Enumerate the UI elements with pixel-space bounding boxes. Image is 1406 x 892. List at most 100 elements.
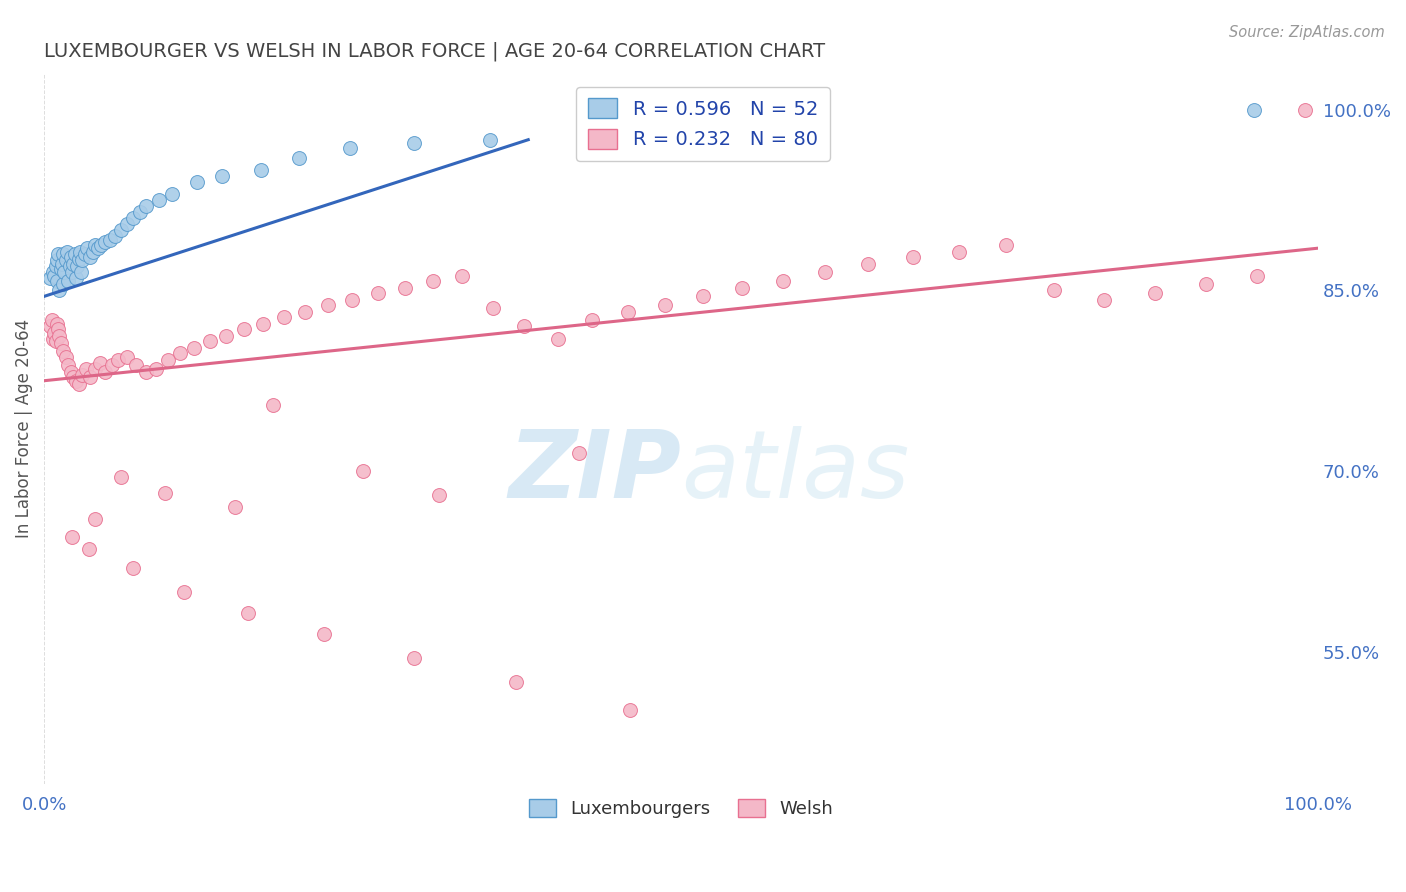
Point xyxy=(479,133,502,147)
Point xyxy=(65,271,87,285)
Point xyxy=(51,257,73,271)
Point xyxy=(858,257,880,271)
Point xyxy=(339,141,361,155)
Point xyxy=(58,358,80,372)
Point xyxy=(135,199,157,213)
Point xyxy=(135,365,157,379)
Point xyxy=(122,211,145,225)
Point xyxy=(89,356,111,370)
Point xyxy=(148,193,170,207)
Point xyxy=(352,464,374,478)
Point xyxy=(173,584,195,599)
Point xyxy=(160,186,183,201)
Point xyxy=(249,162,271,177)
Point xyxy=(86,241,108,255)
Point xyxy=(125,358,148,372)
Point xyxy=(145,361,167,376)
Point xyxy=(252,317,274,331)
Point xyxy=(59,365,82,379)
Point xyxy=(45,253,67,268)
Point xyxy=(1092,293,1115,307)
Point xyxy=(63,247,86,261)
Point xyxy=(273,310,295,324)
Point xyxy=(581,313,603,327)
Point xyxy=(814,265,837,279)
Point xyxy=(48,283,70,297)
Point xyxy=(58,259,80,273)
Point xyxy=(45,274,67,288)
Point xyxy=(215,329,238,343)
Point xyxy=(62,370,84,384)
Point xyxy=(45,259,67,273)
Point xyxy=(77,542,100,557)
Point xyxy=(55,253,77,268)
Point xyxy=(62,257,84,271)
Point xyxy=(45,334,67,348)
Point xyxy=(616,305,638,319)
Point xyxy=(104,229,127,244)
Point xyxy=(211,169,233,183)
Point xyxy=(45,317,67,331)
Point xyxy=(342,293,364,307)
Point xyxy=(402,651,425,665)
Point xyxy=(169,346,191,360)
Point xyxy=(67,377,90,392)
Point xyxy=(481,301,503,316)
Point xyxy=(619,703,641,717)
Point xyxy=(58,274,80,288)
Point xyxy=(731,281,754,295)
Point xyxy=(69,244,91,259)
Point xyxy=(67,252,90,266)
Point xyxy=(1294,103,1316,117)
Point xyxy=(65,374,87,388)
Point xyxy=(183,341,205,355)
Point xyxy=(316,298,339,312)
Point xyxy=(44,326,66,340)
Point xyxy=(84,237,107,252)
Point xyxy=(513,319,536,334)
Point xyxy=(42,265,65,279)
Point xyxy=(115,217,138,231)
Point xyxy=(84,361,107,376)
Point xyxy=(60,530,83,544)
Point xyxy=(1043,283,1066,297)
Point xyxy=(52,343,75,358)
Point xyxy=(367,285,389,300)
Point xyxy=(46,322,69,336)
Point xyxy=(46,247,69,261)
Point xyxy=(224,500,246,515)
Point xyxy=(772,274,794,288)
Point xyxy=(288,151,311,165)
Text: Source: ZipAtlas.com: Source: ZipAtlas.com xyxy=(1229,25,1385,40)
Point xyxy=(314,627,336,641)
Point xyxy=(59,250,82,264)
Point xyxy=(294,305,316,319)
Point xyxy=(156,353,179,368)
Point xyxy=(39,319,62,334)
Point xyxy=(79,370,101,384)
Point xyxy=(41,313,63,327)
Point xyxy=(505,675,527,690)
Point xyxy=(72,368,94,382)
Point xyxy=(73,247,96,261)
Point xyxy=(995,237,1018,252)
Point xyxy=(72,253,94,268)
Legend: Luxembourgers, Welsh: Luxembourgers, Welsh xyxy=(522,791,841,825)
Point xyxy=(42,332,65,346)
Point xyxy=(84,512,107,526)
Point xyxy=(233,322,256,336)
Point xyxy=(56,244,79,259)
Point xyxy=(98,233,121,247)
Point xyxy=(94,365,117,379)
Text: LUXEMBOURGER VS WELSH IN LABOR FORCE | AGE 20-64 CORRELATION CHART: LUXEMBOURGER VS WELSH IN LABOR FORCE | A… xyxy=(44,42,825,62)
Point xyxy=(1246,268,1268,283)
Point xyxy=(110,223,132,237)
Point xyxy=(70,265,93,279)
Point xyxy=(547,332,569,346)
Point xyxy=(55,350,77,364)
Point xyxy=(82,244,104,259)
Point xyxy=(49,336,72,351)
Point xyxy=(48,329,70,343)
Point xyxy=(53,265,76,279)
Point xyxy=(94,235,117,249)
